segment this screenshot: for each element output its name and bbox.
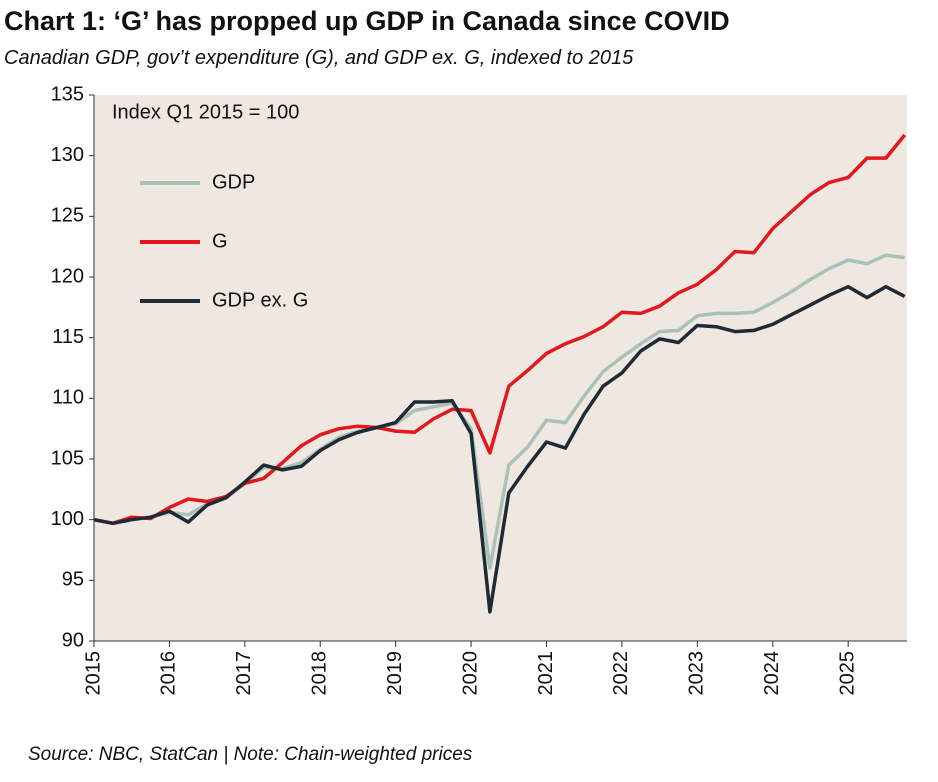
x-tick-label: 2017: [233, 651, 255, 696]
annotation: Index Q1 2015 = 100: [112, 101, 299, 123]
legend-label: G: [212, 230, 228, 252]
x-tick-label: 2025: [836, 651, 858, 696]
source-note: Source: NBC, StatCan | Note: Chain-weigh…: [28, 744, 473, 765]
x-tick-label: 2016: [158, 651, 180, 696]
x-tick-label: 2023: [686, 651, 708, 696]
y-tick-label: 100: [51, 508, 84, 530]
x-tick-label: 2020: [459, 651, 481, 696]
series-line: [93, 284, 906, 614]
y-tick-label: 135: [51, 83, 84, 105]
x-tick-label: 2022: [610, 651, 632, 696]
y-tick-label: 115: [52, 326, 84, 348]
x-tick-label: 2024: [761, 651, 783, 696]
y-tick-label: 110: [52, 387, 84, 409]
y-tick-label: 130: [51, 144, 84, 166]
x-tick-label: 2019: [384, 651, 406, 696]
y-tick-label: 95: [62, 569, 84, 591]
y-tick-label: 120: [51, 265, 84, 287]
x-tick-label: 2015: [82, 651, 104, 696]
legend-label: GDP ex. G: [212, 289, 308, 311]
x-tick-label: 2021: [535, 651, 557, 696]
chart-subtitle: Canadian GDP, gov’t expenditure (G), and…: [4, 47, 634, 69]
y-tick-label: 105: [51, 447, 84, 469]
legend-label: GDP: [212, 171, 255, 193]
y-tick-label: 90: [62, 629, 84, 651]
chart-title: Chart 1: ‘G’ has propped up GDP in Canad…: [4, 6, 730, 36]
x-tick-label: 2018: [309, 651, 331, 696]
y-tick-label: 125: [51, 205, 84, 227]
